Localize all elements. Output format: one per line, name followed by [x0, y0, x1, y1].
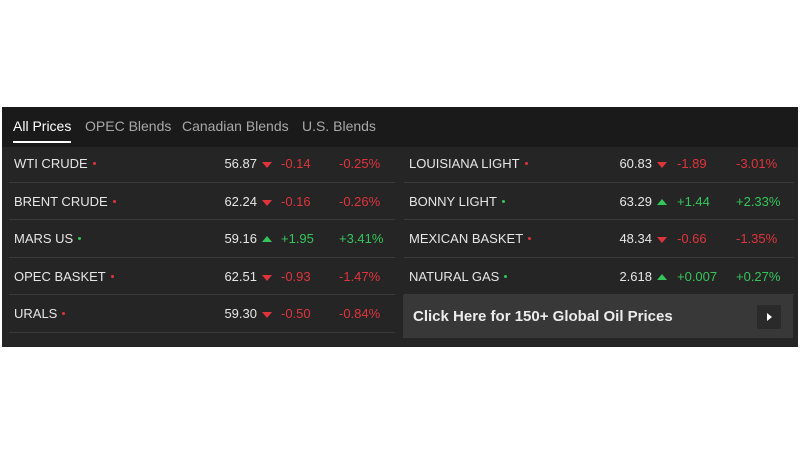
price-row-mexican-basket[interactable]: MEXICAN BASKET 48.34 -0.66 -1.35% [404, 220, 794, 258]
change-percent: -0.84% [339, 306, 381, 321]
change-percent: +3.41% [339, 231, 384, 246]
status-dot-icon [110, 274, 114, 278]
commodity-name: MARS US [14, 231, 82, 246]
change-value: -0.66 [677, 231, 707, 246]
commodity-name: BRENT CRUDE [14, 194, 116, 209]
commodity-name: OPEC BASKET [14, 269, 114, 284]
price-value: 63.29 [619, 193, 652, 209]
price-value: 60.83 [619, 156, 652, 171]
commodity-name-text: MEXICAN BASKET [409, 231, 524, 246]
commodity-name: WTI CRUDE [14, 156, 96, 171]
change-value: -0.93 [281, 268, 311, 284]
global-oil-prices-link[interactable]: Click Here for 150+ Global Oil Prices [403, 295, 793, 338]
price-value: 48.34 [619, 231, 652, 246]
price-row-opec-basket[interactable]: OPEC BASKET 62.51 -0.93 -1.47% [9, 258, 395, 295]
status-dot-icon [92, 162, 96, 166]
commodity-name: URALS [14, 306, 66, 321]
change-percent: -1.47% [339, 268, 381, 284]
down-arrow-icon [262, 312, 272, 318]
right-price-column: LOUISIANA LIGHT 60.83 -1.89 -3.01% BONNY… [404, 145, 794, 295]
commodity-name-text: LOUISIANA LIGHT [409, 156, 520, 171]
price-row-wti-crude[interactable]: WTI CRUDE 56.87 -0.14 -0.25% [9, 145, 395, 183]
play-arrow-icon[interactable] [757, 305, 781, 329]
change-percent: +0.27% [736, 268, 781, 284]
status-dot-icon [524, 162, 528, 166]
price-value: 62.24 [224, 193, 257, 209]
status-dot-icon [78, 237, 82, 241]
price-value: 2.618 [619, 268, 652, 284]
commodity-name-text: BONNY LIGHT [409, 193, 497, 209]
down-arrow-icon [262, 199, 272, 206]
up-arrow-icon [657, 198, 667, 205]
commodity-name: BONNY LIGHT [409, 194, 505, 209]
status-dot-icon [528, 237, 532, 241]
commodity-name: MEXICAN BASKET [409, 231, 532, 246]
up-arrow-icon [262, 236, 272, 242]
tab-canadian-blends[interactable]: Canadian Blends [182, 118, 289, 134]
price-row-brent-crude[interactable]: BRENT CRUDE 62.24 -0.16 -0.26% [9, 183, 395, 220]
price-row-urals[interactable]: URALS 59.30 -0.50 -0.84% [9, 295, 395, 333]
change-percent: -3.01% [736, 156, 778, 171]
commodity-name-text: MARS US [14, 231, 74, 246]
global-oil-prices-label: Click Here for 150+ Global Oil Prices [413, 308, 673, 325]
status-dot-icon [501, 199, 505, 203]
tab-bar: All Prices OPEC Blends Canadian Blends U… [2, 107, 798, 147]
tab-us-blends[interactable]: U.S. Blends [302, 118, 376, 134]
change-percent: -0.25% [339, 156, 381, 171]
change-value: -1.89 [677, 156, 707, 171]
change-value: -0.14 [281, 156, 311, 171]
commodity-name-text: NATURAL GAS [409, 268, 500, 284]
price-value: 62.51 [224, 268, 257, 284]
tab-all-prices[interactable]: All Prices [13, 118, 72, 143]
oil-prices-widget: All Prices OPEC Blends Canadian Blends U… [2, 107, 798, 347]
status-dot-icon [62, 312, 66, 316]
commodity-name-text: URALS [14, 306, 58, 321]
change-value: -0.50 [281, 306, 311, 321]
price-value: 56.87 [224, 156, 257, 171]
price-value: 59.30 [224, 306, 257, 321]
change-value: +1.95 [281, 231, 314, 246]
commodity-name-text: WTI CRUDE [14, 156, 88, 171]
down-arrow-icon [262, 162, 272, 168]
change-value: +0.007 [677, 268, 718, 284]
left-price-column: WTI CRUDE 56.87 -0.14 -0.25% BRENT CRUDE… [9, 145, 395, 333]
change-value: +1.44 [677, 193, 710, 209]
change-percent: -0.26% [339, 193, 381, 209]
change-value: -0.16 [281, 193, 311, 209]
change-percent: -1.35% [736, 231, 778, 246]
commodity-name: LOUISIANA LIGHT [409, 156, 528, 171]
up-arrow-icon [657, 273, 667, 280]
status-dot-icon [112, 199, 116, 203]
price-row-louisiana-light[interactable]: LOUISIANA LIGHT 60.83 -1.89 -3.01% [404, 145, 794, 183]
price-row-bonny-light[interactable]: BONNY LIGHT 63.29 +1.44 +2.33% [404, 183, 794, 220]
price-row-natural-gas[interactable]: NATURAL GAS 2.618 +0.007 +0.27% [404, 258, 794, 295]
down-arrow-icon [657, 237, 667, 243]
price-value: 59.16 [224, 231, 257, 246]
commodity-name-text: OPEC BASKET [14, 268, 106, 284]
status-dot-icon [504, 274, 508, 278]
price-row-mars-us[interactable]: MARS US 59.16 +1.95 +3.41% [9, 220, 395, 258]
tab-opec-blends[interactable]: OPEC Blends [85, 118, 172, 134]
down-arrow-icon [657, 162, 667, 168]
commodity-name-text: BRENT CRUDE [14, 193, 108, 209]
down-arrow-icon [262, 274, 272, 281]
change-percent: +2.33% [736, 193, 781, 209]
commodity-name: NATURAL GAS [409, 268, 508, 284]
